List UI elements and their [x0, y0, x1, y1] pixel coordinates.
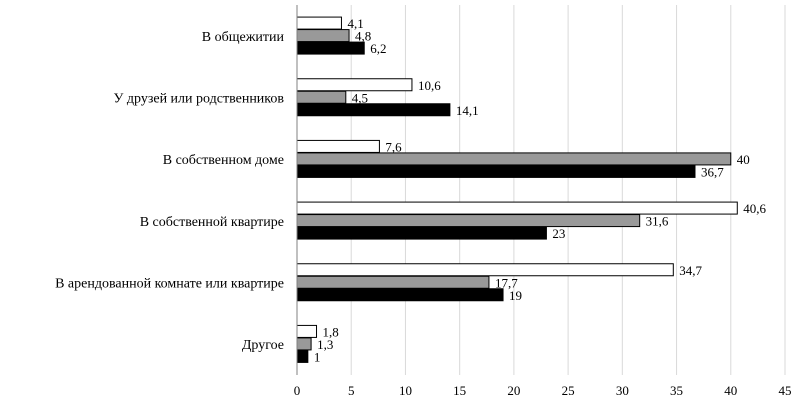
value-label: 36,7 — [701, 164, 724, 179]
x-tick-label-40: 40 — [724, 383, 737, 398]
bar — [296, 201, 738, 215]
value-label: 1,8 — [323, 324, 339, 339]
x-tick-label-0: 0 — [294, 383, 301, 398]
bar — [296, 103, 451, 117]
value-label: 14,1 — [456, 103, 479, 118]
bar — [296, 324, 318, 338]
category-label: В собственном доме — [163, 153, 284, 168]
value-label: 40 — [737, 152, 750, 167]
bar — [296, 214, 641, 228]
gridlines — [350, 5, 786, 375]
value-labels: 4,14,86,2 10,6 4,5 14,1 7,6 40 36,7 40,6 31,6 23 3… — [314, 16, 767, 364]
category-label: В арендованной комнате или квартире — [55, 277, 284, 292]
category-label: Другое — [242, 338, 284, 353]
value-label: 7,6 — [385, 139, 402, 154]
value-label: 17,7 — [495, 275, 518, 290]
value-label: 19 — [509, 288, 522, 303]
value-label: 31,6 — [646, 214, 669, 229]
category-label: В собственной квартире — [140, 215, 284, 230]
category-label: У друзей или родственников — [113, 92, 284, 107]
value-label: 4,8 — [355, 29, 371, 44]
category-label: В общежитии — [202, 30, 285, 45]
bar — [296, 337, 312, 351]
bar — [296, 29, 350, 43]
x-tick-label-35: 35 — [670, 383, 683, 398]
value-label: 34,7 — [679, 263, 702, 278]
bar — [296, 78, 413, 92]
bar — [296, 139, 380, 153]
x-tick-label-25: 25 — [562, 383, 575, 398]
value-label: 4,5 — [352, 90, 368, 105]
x-tick-label-45: 45 — [779, 383, 792, 398]
value-label: 10,6 — [418, 78, 441, 93]
bar — [296, 41, 365, 55]
value-label: 4,1 — [347, 16, 363, 31]
x-tick-labels: 0 5 10 15 20 25 30 35 40 45 — [294, 383, 792, 398]
value-label: 23 — [552, 226, 565, 241]
bar — [296, 226, 547, 240]
x-tick-label-20: 20 — [507, 383, 520, 398]
bar — [296, 349, 309, 363]
category-labels: В общежитии У друзей или родственников В с… — [55, 30, 284, 353]
value-label: 40,6 — [743, 201, 766, 216]
x-tick-label-10: 10 — [399, 383, 412, 398]
bar — [296, 263, 674, 277]
bars — [296, 16, 738, 363]
bar — [296, 275, 490, 289]
x-tick-label-15: 15 — [453, 383, 466, 398]
bar — [296, 152, 732, 166]
value-label: 1 — [314, 349, 321, 364]
bar — [296, 164, 696, 178]
bar — [296, 90, 347, 104]
bar — [296, 288, 504, 302]
value-label: 6,2 — [370, 41, 386, 56]
x-tick-label-5: 5 — [348, 383, 355, 398]
bar — [296, 16, 342, 30]
value-label: 1,3 — [317, 337, 333, 352]
x-tick-label-30: 30 — [616, 383, 629, 398]
